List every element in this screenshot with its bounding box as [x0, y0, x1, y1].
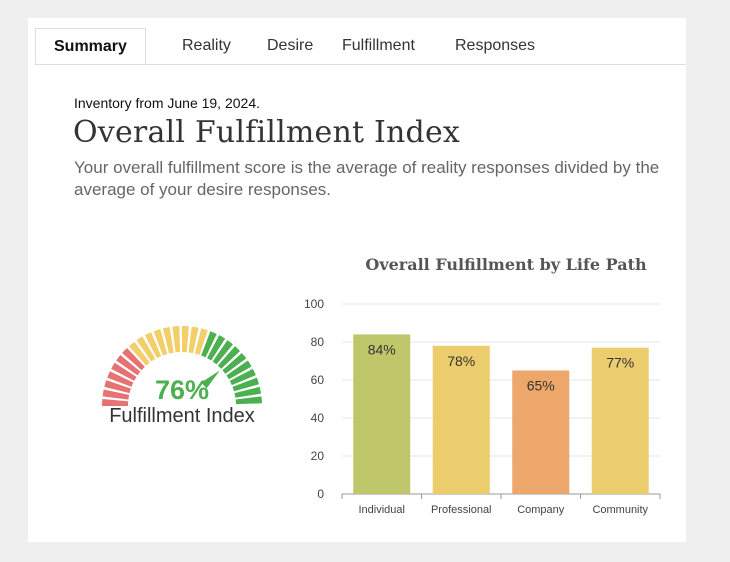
- summary-panel: Summary Reality Desire Fulfillment Respo…: [28, 18, 686, 542]
- gauge-segment: [144, 332, 162, 359]
- bar-company: [512, 370, 570, 494]
- tab-summary[interactable]: Summary: [35, 28, 146, 64]
- gauge-segment: [136, 336, 156, 362]
- page-title: Overall Fulfillment Index: [73, 115, 461, 150]
- gauge-segment: [128, 341, 150, 366]
- y-tick-label: 40: [311, 411, 325, 425]
- y-tick-label: 20: [311, 449, 325, 463]
- inventory-date: Inventory from June 19, 2024.: [74, 95, 260, 111]
- gauge-segment: [226, 360, 252, 380]
- gauge-label: Fulfillment Index: [109, 405, 255, 427]
- bar-value-label: 78%: [447, 353, 475, 369]
- tab-desire[interactable]: Desire: [267, 37, 314, 54]
- y-tick-label: 100: [304, 297, 324, 311]
- tab-bar: Summary Reality Desire Fulfillment Respo…: [35, 28, 686, 65]
- bar-professional: [432, 345, 490, 494]
- bar-individual: [353, 334, 411, 494]
- bar-value-label: 84%: [368, 341, 396, 357]
- gauge-segment: [102, 399, 129, 406]
- gauge-segment: [234, 386, 262, 398]
- chart-title: Overall Fulfillment by Life Path: [365, 255, 647, 274]
- gauge-segment: [107, 371, 134, 387]
- gauge-segment: [153, 329, 168, 356]
- bar-value-label: 77%: [606, 355, 634, 371]
- y-tick-label: 80: [311, 335, 325, 349]
- fulfillment-gauge: [102, 326, 262, 406]
- x-tick-label: Community: [592, 504, 648, 516]
- gauge-value: 76%: [154, 375, 210, 405]
- gauge-segment: [229, 368, 256, 386]
- tab-responses[interactable]: Responses: [455, 37, 536, 54]
- gauge-segment: [194, 328, 208, 355]
- x-tick-label: Company: [517, 504, 565, 516]
- bar-value-label: 65%: [527, 378, 555, 394]
- gauge-needle: [201, 370, 220, 389]
- gauge-segment: [222, 352, 247, 374]
- gauge-segment: [232, 377, 259, 392]
- x-tick-label: Individual: [359, 504, 405, 516]
- bar-community: [591, 347, 649, 494]
- y-tick-label: 0: [317, 487, 324, 501]
- page-description: Your overall fulfillment score is the av…: [74, 158, 660, 199]
- y-tick-label: 60: [311, 373, 325, 387]
- gauge-segment: [102, 389, 130, 400]
- gauge-segment: [201, 331, 217, 358]
- tab-fulfillment[interactable]: Fulfillment: [342, 37, 415, 54]
- gauge-segment: [162, 326, 174, 354]
- tab-reality[interactable]: Reality: [182, 37, 231, 54]
- gauge-segment: [188, 326, 199, 354]
- gauge-segment: [212, 340, 233, 365]
- gauge-segment: [217, 346, 241, 369]
- gauge-segment: [122, 347, 145, 371]
- gauge-segment: [207, 335, 226, 361]
- gauge-segment: [182, 326, 189, 353]
- life-path-bar-chart: Overall Fulfillment by Life Path 0 20 40 60 8…: [304, 255, 661, 516]
- gauge-segment: [116, 355, 141, 376]
- gauge-segment: [104, 380, 131, 394]
- gauge-segment: [111, 362, 137, 381]
- gauge-segment: [235, 396, 262, 405]
- gauge-segment: [172, 326, 181, 353]
- x-tick-label: Professional: [431, 504, 492, 516]
